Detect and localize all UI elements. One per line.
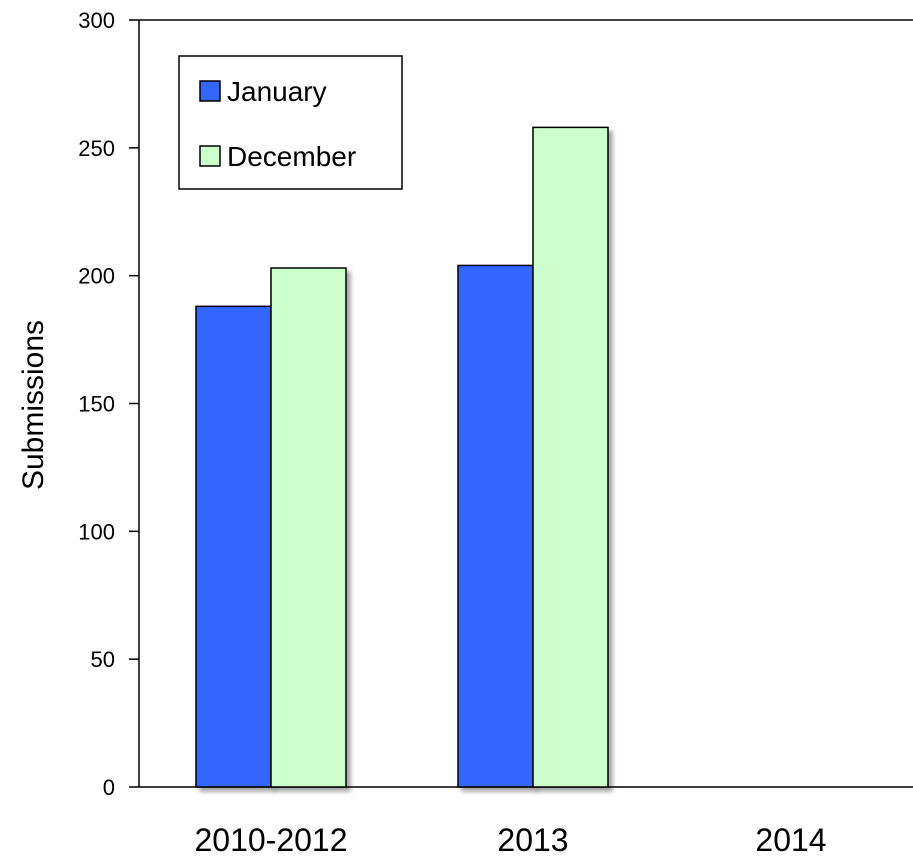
legend-label-january: January: [227, 76, 327, 107]
y-tick-label: 0: [103, 775, 115, 800]
y-tick-label: 300: [78, 8, 115, 33]
bar-december-1: [532, 126, 609, 788]
bar-january-0: [195, 305, 272, 788]
y-tick-label: 150: [78, 392, 115, 417]
x-axis-category-labels: 2010-2012 2013 2014: [194, 822, 826, 858]
y-tick-label: 50: [91, 647, 115, 672]
x-category-label: 2013: [497, 822, 568, 858]
bars: [195, 126, 609, 788]
legend-label-december: December: [227, 141, 356, 172]
y-tick-label: 100: [78, 519, 115, 544]
y-tick-label: 250: [78, 136, 115, 161]
legend-swatch-december: [199, 145, 221, 167]
bar-january-1: [457, 264, 534, 788]
legend-swatch-january: [199, 80, 221, 102]
y-axis-ticks: 0 50 100 150 200 250 300: [78, 8, 139, 800]
x-category-label: 2010-2012: [194, 822, 347, 858]
y-tick-label: 200: [78, 264, 115, 289]
x-category-label: 2014: [755, 822, 826, 858]
y-axis-title: Submissions: [17, 320, 50, 490]
legend-box: [178, 55, 403, 190]
bar-december-0: [270, 267, 347, 788]
legend: January December: [178, 55, 403, 190]
